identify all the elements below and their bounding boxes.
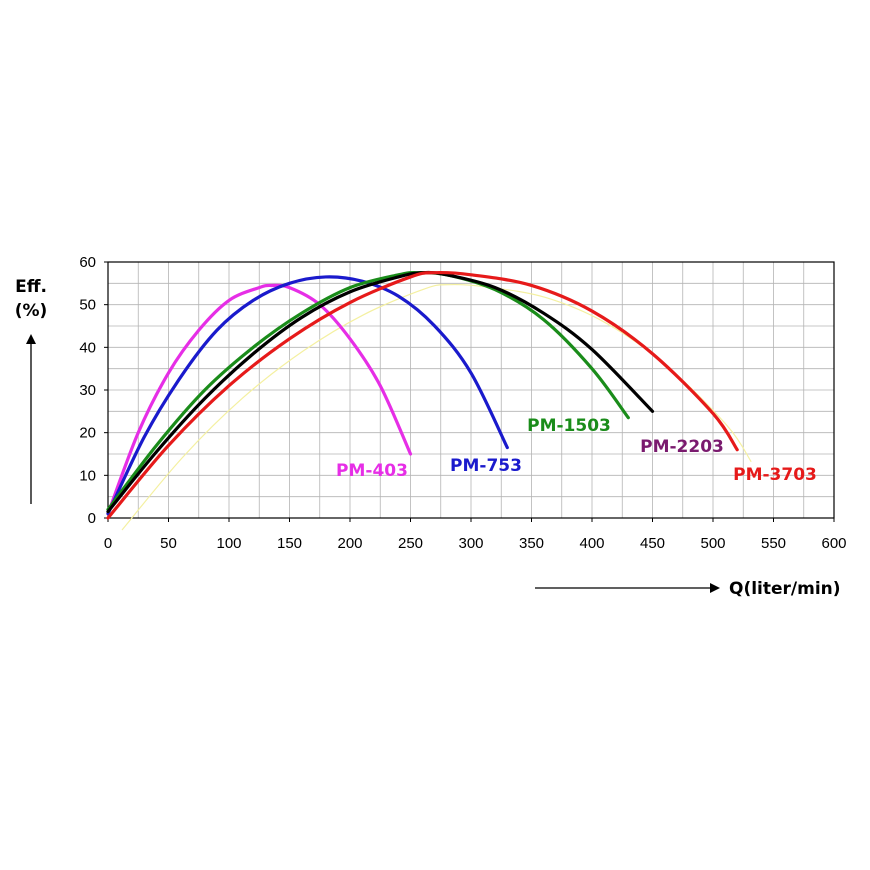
y-tick-label: 20 <box>79 425 96 442</box>
y-tick-label: 50 <box>79 297 96 314</box>
x-tick-label: 300 <box>458 535 483 552</box>
y-tick-label: 40 <box>79 339 96 356</box>
y-tick-label: 0 <box>88 510 96 527</box>
series-label-pm-403: PM-403 <box>336 461 408 481</box>
series-label-pm-753: PM-753 <box>450 456 522 476</box>
x-tick-label: 450 <box>640 535 665 552</box>
x-tick-label: 550 <box>761 535 786 552</box>
y-axis-unit: (%) <box>15 301 48 321</box>
x-tick-label: 50 <box>160 535 177 552</box>
x-tick-label: 200 <box>337 535 362 552</box>
x-tick-label: 500 <box>700 535 725 552</box>
series-line-pm-3703 <box>106 270 739 520</box>
x-axis-title: Q(liter/min) <box>729 579 841 599</box>
x-tick-label: 600 <box>821 535 846 552</box>
x-tick-label: 0 <box>104 535 112 552</box>
y-tick-label: 10 <box>79 467 96 484</box>
series-line-pm-1503 <box>106 270 630 512</box>
y-tick-label: 30 <box>79 382 96 399</box>
y-tick-label: 60 <box>79 254 96 271</box>
series-line-pm-403 <box>106 283 413 516</box>
x-tick-label: 350 <box>519 535 544 552</box>
series-label-pm-3703: PM-3703 <box>733 465 817 485</box>
series-label-pm-2203: PM-2203 <box>640 437 724 457</box>
grid <box>107 261 835 519</box>
y-axis-title: Eff. <box>15 277 47 297</box>
x-tick-label: 400 <box>579 535 604 552</box>
tick-labels: 0 50 100 150 200 250 300 350 400 450 500 550 600 0 10 2… <box>79 254 846 552</box>
x-tick-label: 250 <box>398 535 423 552</box>
x-tick-label: 100 <box>216 535 241 552</box>
series-lines <box>106 270 752 531</box>
series-line-pm-2203 <box>106 270 655 514</box>
x-tick-label: 150 <box>277 535 302 552</box>
series-label-pm-1503: PM-1503 <box>527 416 611 436</box>
series-line-pm-753 <box>106 275 509 516</box>
